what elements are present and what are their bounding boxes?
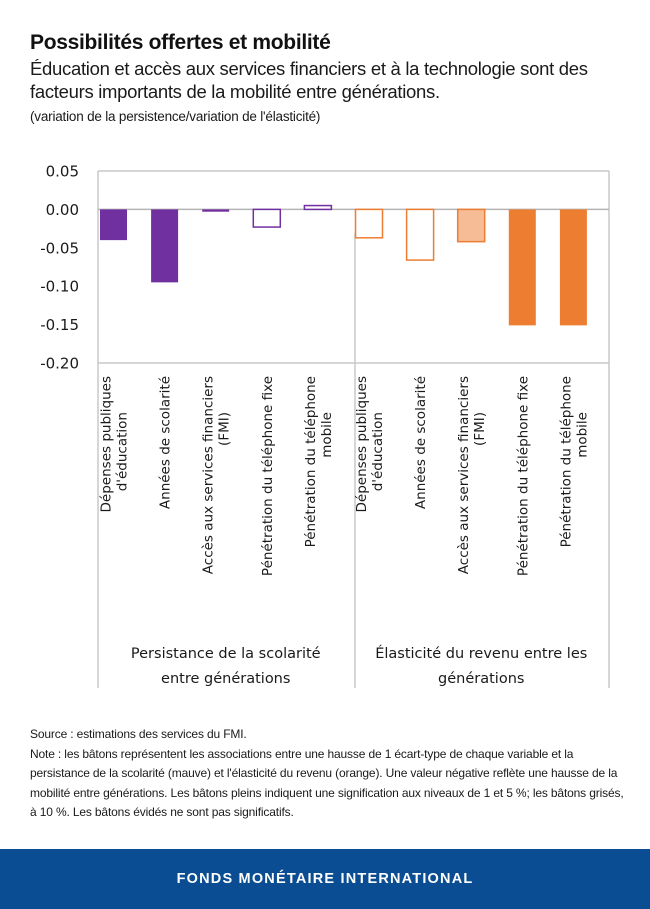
group-label: Élasticité du revenu entre les bbox=[375, 645, 587, 662]
bar bbox=[559, 209, 587, 326]
bar bbox=[100, 209, 127, 241]
group-label: entre générations bbox=[161, 671, 290, 687]
source-note: Source : estimations des services du FMI… bbox=[30, 727, 247, 741]
footer-brand: FONDS MONÉTAIRE INTERNATIONAL bbox=[176, 871, 474, 887]
y-axis-ticks: 0.05 0.00 -0.05 -0.10 -0.15 -0.20 bbox=[40, 163, 79, 373]
category-labels: Dépenses publiques d'éducation Années de s… bbox=[99, 376, 591, 576]
bar bbox=[303, 204, 333, 211]
category-label: Accès aux services financiers bbox=[201, 376, 217, 574]
chart-title: Possibilités offertes et mobilité bbox=[30, 31, 331, 54]
category-label: mobile bbox=[574, 412, 590, 458]
category-label: Pénétration du téléphone bbox=[558, 376, 574, 547]
footer-banner: FONDS MONÉTAIRE INTERNATIONAL bbox=[0, 849, 650, 909]
y-tick-label: -0.10 bbox=[40, 278, 79, 296]
y-tick-label: 0.00 bbox=[46, 201, 79, 219]
bar bbox=[508, 209, 536, 326]
bar bbox=[405, 208, 435, 261]
category-label: mobile bbox=[319, 412, 335, 458]
category-label: d'éducation bbox=[115, 412, 131, 491]
chart-axes bbox=[97, 170, 610, 688]
bar-chart: 0.05 0.00 -0.05 -0.10 -0.15 -0.20 Dépenses pu… bbox=[40, 163, 610, 688]
bar bbox=[151, 209, 179, 283]
chart-subtitle: Éducation et accès aux services financie… bbox=[30, 58, 588, 102]
group-labels: Persistance de la scolarité entre générat… bbox=[131, 645, 587, 687]
category-label: Pénétration du téléphone fixe bbox=[515, 376, 531, 576]
category-label: (FMI) bbox=[217, 412, 233, 446]
category-label: Années de scolarité bbox=[158, 376, 174, 509]
category-label: Pénétration du téléphone fixe bbox=[260, 376, 276, 576]
y-tick-label: -0.20 bbox=[40, 355, 79, 373]
category-label: Dépenses publiques bbox=[99, 376, 115, 512]
category-label: d'éducation bbox=[370, 412, 386, 491]
bar bbox=[456, 208, 486, 243]
group-label: Persistance de la scolarité bbox=[131, 646, 321, 662]
y-tick-label: 0.05 bbox=[46, 163, 79, 181]
footnote: Note : les bâtons représentent les assoc… bbox=[30, 746, 624, 820]
bar bbox=[354, 208, 384, 239]
chart-notes: Source : estimations des services du FMI… bbox=[30, 725, 630, 823]
y-tick-label: -0.15 bbox=[40, 316, 79, 334]
group-label: générations bbox=[438, 671, 524, 687]
y-tick-label: -0.05 bbox=[40, 239, 79, 257]
bars bbox=[100, 204, 587, 326]
category-label: Dépenses publiques bbox=[354, 376, 370, 512]
chart-units: (variation de la persistence/variation d… bbox=[30, 109, 321, 124]
bar bbox=[252, 208, 282, 228]
category-label: Accès aux services financiers bbox=[456, 376, 472, 574]
bar bbox=[202, 209, 230, 212]
category-label: Années de scolarité bbox=[413, 376, 429, 509]
category-label: Pénétration du téléphone bbox=[303, 376, 319, 547]
category-label: (FMI) bbox=[472, 412, 488, 446]
